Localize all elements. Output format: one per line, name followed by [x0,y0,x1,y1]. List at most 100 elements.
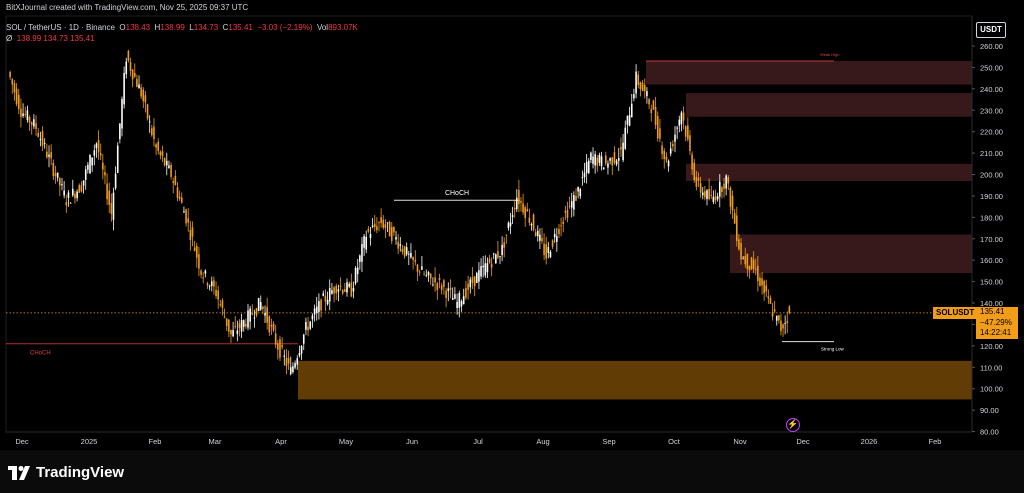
low-value: 134.73 [193,23,219,32]
candle-up [626,115,629,125]
candle-down [665,156,668,161]
time-tick-label: Aug [536,437,549,446]
candle-down [438,277,441,280]
price-chart[interactable]: CHoCH CHoCH Weak High Strong Low 260.00 250.0… [0,0,1024,450]
candle-up [458,293,461,308]
candle-down [285,357,288,367]
price-tag-symbol: SOLUSDT [933,307,978,319]
candle-up [495,254,497,264]
candle-up [602,167,605,170]
choch-label: CHoCH [445,190,469,197]
candle-down [788,306,791,313]
price-tick-label: 180.00 [980,213,1003,222]
indicator-legend[interactable]: Ø 138.99 134.73 135.41 [6,34,95,43]
candle-down [522,203,524,213]
candle-down [568,206,571,207]
candle-down [127,50,130,61]
time-tick-label: Apr [275,437,287,446]
candle-up [742,258,744,260]
candle-down [650,109,653,114]
time-tick-label: Dec [796,437,810,446]
candle-down [339,285,342,287]
price-tick-label: 230.00 [980,106,1003,115]
candle-up [165,160,168,166]
candle-down [206,283,209,286]
candle-down [221,300,224,308]
candle-down [9,71,11,78]
indicator-values: 138.99 134.73 135.41 [16,34,95,43]
candle-down [376,226,378,231]
candle-down [738,239,740,250]
candle-up [208,285,211,287]
candle-up [598,154,601,163]
time-tick-label: Feb [149,437,162,446]
candle-down [689,135,691,151]
candle-up [482,265,484,268]
time-tick-label: Nov [733,437,747,446]
candle-up [405,247,408,255]
choch-label: CHoCH [30,351,51,357]
candle-down [445,290,447,299]
candle-down [388,221,391,237]
candle-up [289,367,292,375]
symbol-line[interactable]: SOL / TetherUS · 1D · Binance [6,23,115,32]
candle-up [617,157,620,161]
candle-down [465,288,467,298]
tradingview-logo[interactable]: TradingView [8,464,124,481]
lightning-icon[interactable]: ⚡ [786,418,800,432]
candle-down [262,306,264,309]
candle-down [144,95,147,103]
candle-down [99,153,102,156]
time-tick-label: Feb [929,437,942,446]
candle-up [469,279,472,288]
candle-down [272,323,275,331]
candle-down [268,316,271,333]
candle-down [434,277,436,283]
price-tag-box: 135.41 −47.29% 14:22:41 [976,307,1018,339]
candle-up [462,296,465,305]
candle-up [478,270,480,282]
open-value: 138.43 [125,23,151,32]
candle-down [11,78,14,85]
candle-down [641,82,644,92]
candle-down [473,276,476,287]
candle-down [80,185,83,192]
candle-up [183,211,185,213]
candle-up [337,289,340,292]
candle-down [187,218,190,223]
candle-up [328,288,331,302]
candle-down [750,257,753,270]
price-tick-label: 100.00 [980,385,1003,394]
candle-up [365,236,368,250]
candle-down [505,234,508,236]
candle-up [633,94,635,99]
candle-down [551,240,554,247]
candle-down [234,326,237,327]
candle-down [643,85,646,92]
candle-down [198,254,200,269]
currency-button[interactable]: USDT [976,22,1006,38]
candle-down [15,88,18,104]
candle-down [367,229,370,232]
candle-down [596,157,599,166]
candle-down [752,259,755,270]
candle-down [155,144,157,148]
candle-down [146,104,149,119]
candle-down [46,151,48,158]
candle-down [106,183,108,200]
candle-down [639,82,642,90]
candle-up [283,355,286,357]
candle-up [361,243,363,262]
candle-down [159,151,162,156]
candle-down [654,106,657,126]
candle-up [26,110,29,121]
candle-down [733,213,736,224]
candle-down [380,217,382,224]
candle-down [266,307,268,323]
candle-down [566,209,569,218]
candle-up [716,196,719,200]
candle-down [560,225,562,227]
candle-down [693,162,696,181]
candle-down [699,183,702,193]
candle-down [545,244,548,259]
